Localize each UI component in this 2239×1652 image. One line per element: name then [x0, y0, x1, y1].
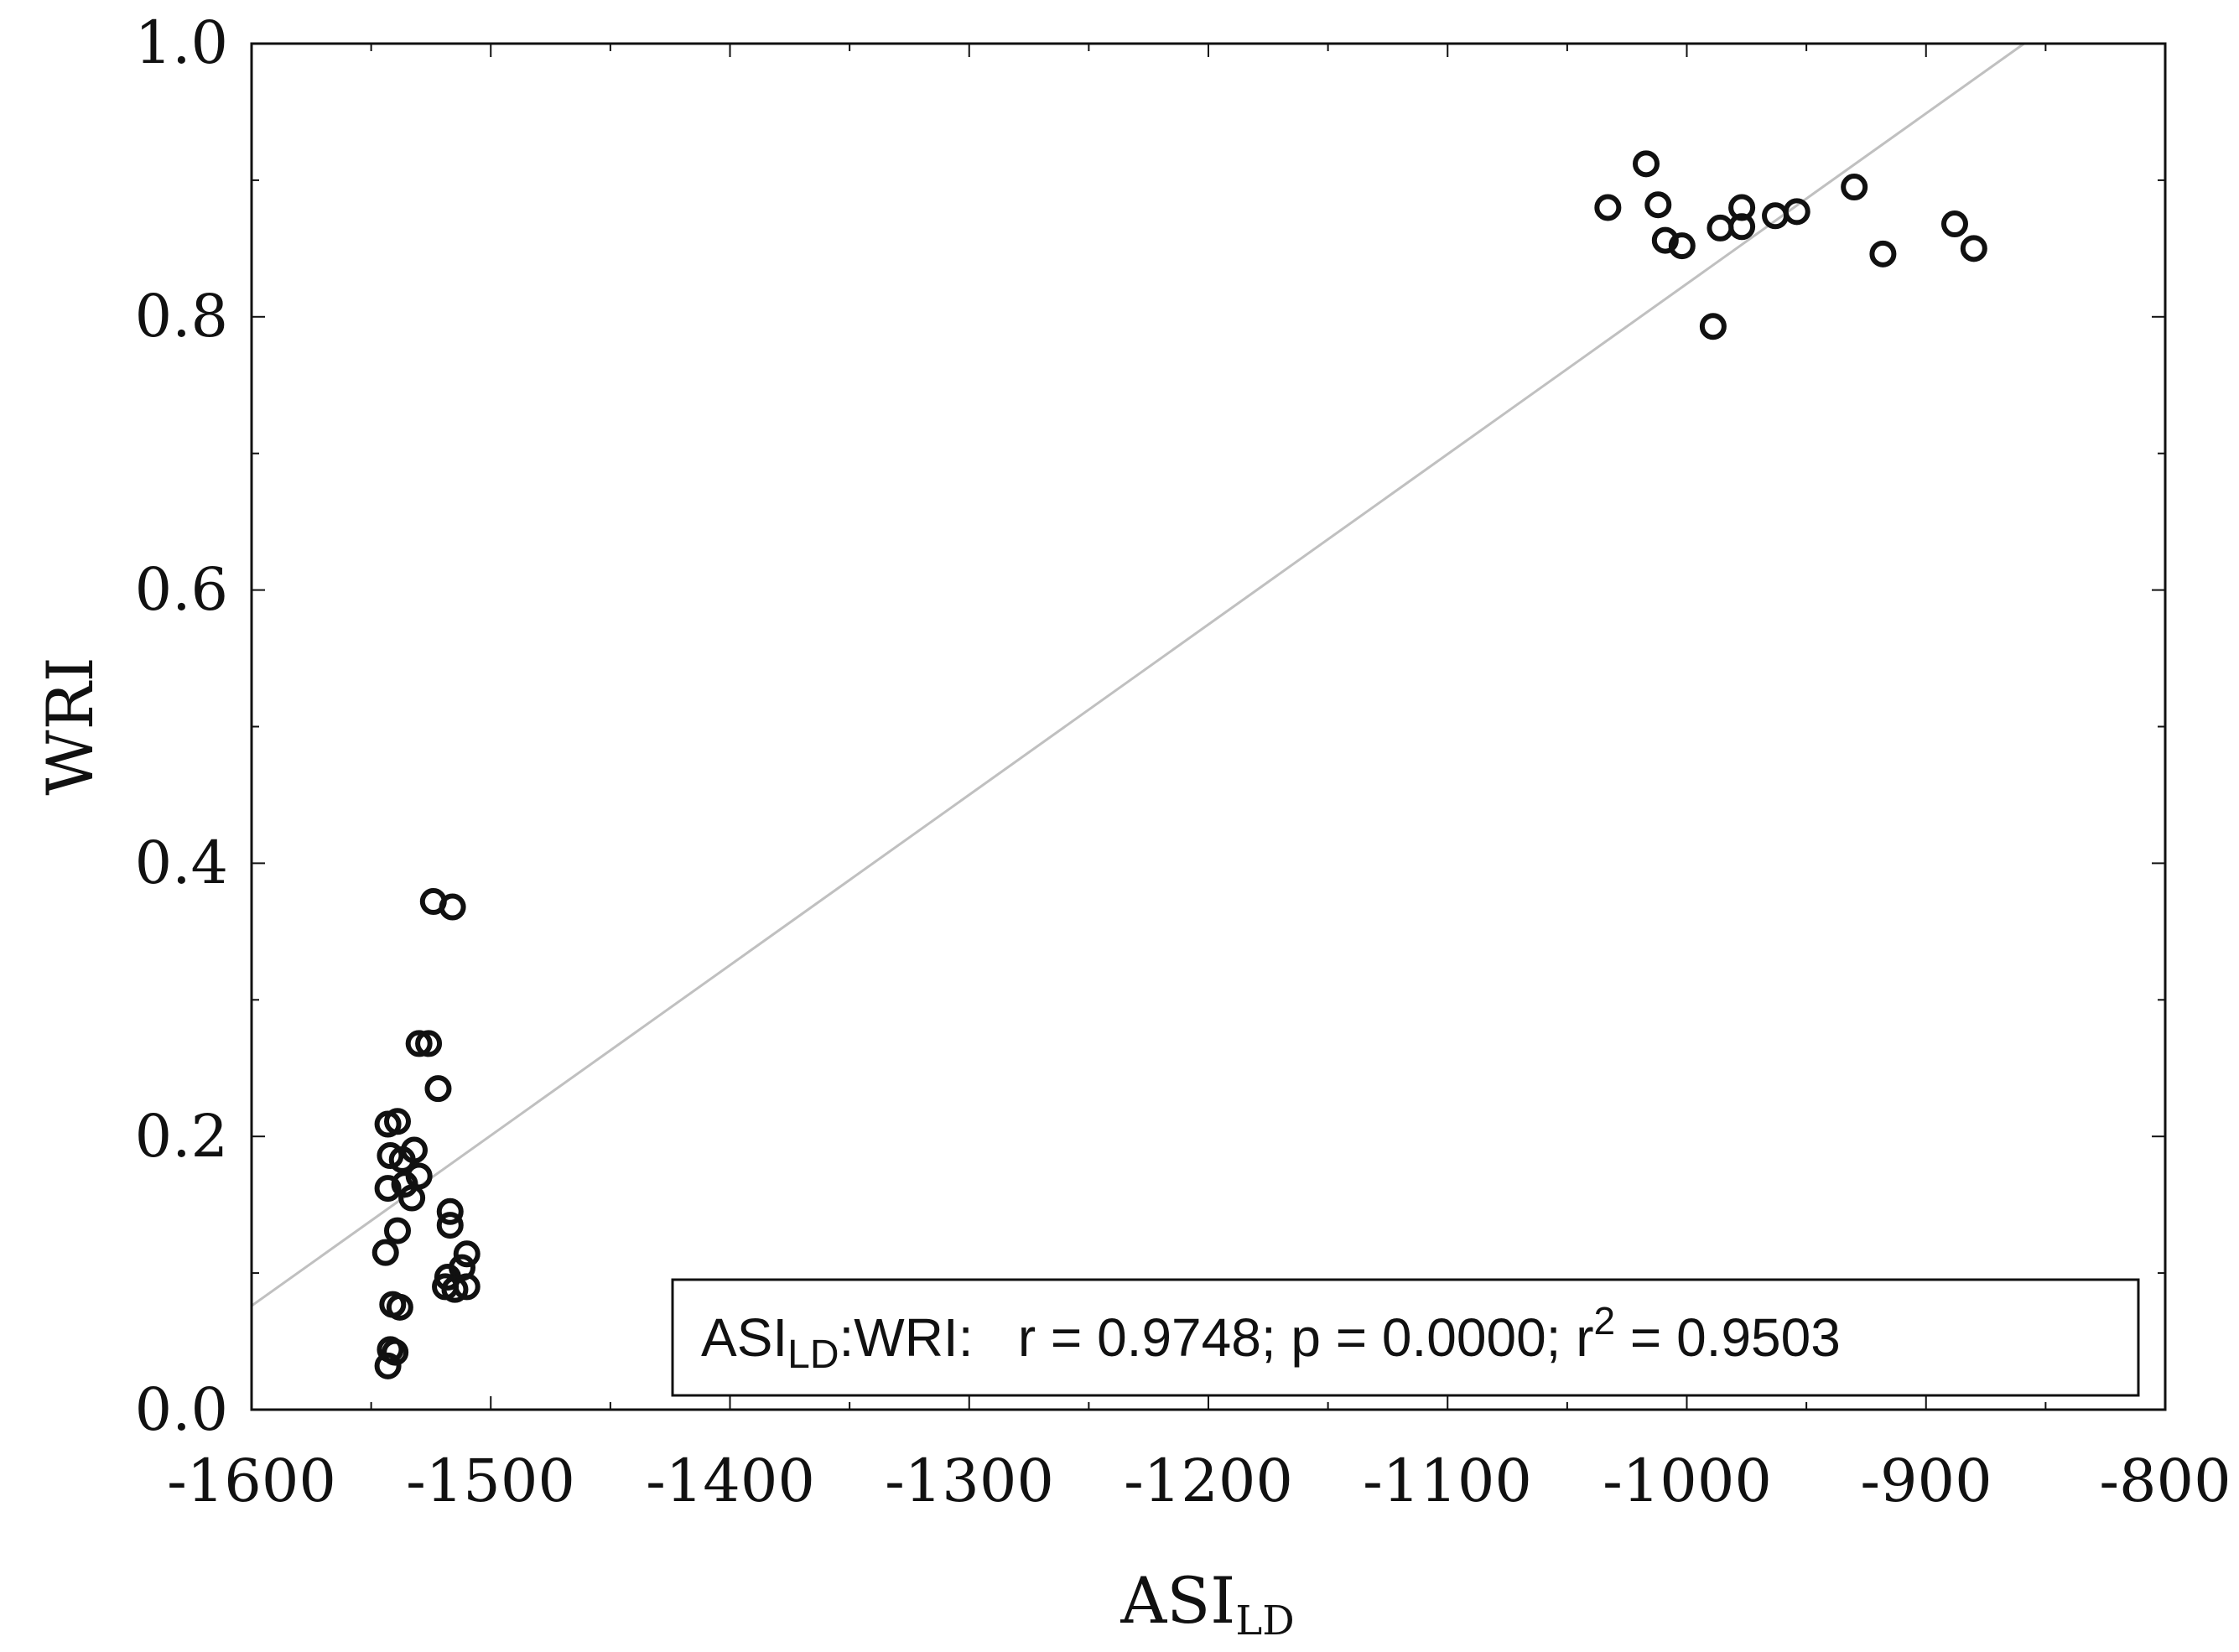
- data-point: [386, 1293, 413, 1321]
- data-point: [436, 1212, 464, 1239]
- x-axis-title: ASILD: [1120, 1563, 1294, 1644]
- x-tick-label: -1300: [885, 1447, 1054, 1515]
- annotation-superscript: 2: [1594, 1299, 1616, 1343]
- annotation-prefix-subscript: LD: [787, 1333, 839, 1377]
- data-point: [391, 1171, 418, 1198]
- x-tick-label: -1600: [167, 1447, 336, 1515]
- x-tick-label: -1200: [1124, 1447, 1293, 1515]
- x-tick-label: -1100: [1363, 1447, 1532, 1515]
- x-tick-label: -1000: [1603, 1447, 1772, 1515]
- annotation-box: ASILD:WRI: r = 0.9748; p = 0.0000; r2 = …: [671, 1278, 2140, 1397]
- data-point: [424, 1075, 452, 1103]
- data-point: [1594, 194, 1622, 221]
- data-point: [374, 1175, 402, 1203]
- data-point: [453, 1240, 481, 1268]
- data-point: [1728, 194, 1756, 221]
- data-point: [1728, 213, 1756, 241]
- data-point: [436, 1197, 464, 1225]
- data-point: [1699, 313, 1727, 340]
- annotation-stats: :WRI: r = 0.9748; p = 0.0000; r: [839, 1307, 1594, 1368]
- data-point: [1651, 226, 1679, 254]
- y-tick-label: 1.0: [135, 8, 228, 77]
- data-point: [415, 1030, 443, 1057]
- y-tick-label: 0.0: [135, 1375, 228, 1444]
- data-point: [1783, 198, 1810, 226]
- y-tick-label: 0.2: [135, 1102, 228, 1171]
- data-point: [382, 1338, 409, 1366]
- y-tick-label: 0.6: [135, 555, 228, 624]
- data-point: [405, 1030, 433, 1057]
- data-point: [1940, 210, 1968, 238]
- x-axis-title-main: ASI: [1120, 1563, 1235, 1638]
- data-point: [439, 893, 466, 921]
- annotation-prefix: ASI: [701, 1307, 787, 1368]
- data-point: [453, 1273, 481, 1301]
- regression-line: [251, 42, 2025, 1307]
- data-point: [377, 1142, 404, 1170]
- data-point: [384, 1217, 412, 1244]
- data-point: [441, 1275, 469, 1303]
- annotation-text: ASILD:WRI: r = 0.9748; p = 0.0000; r2 = …: [701, 1299, 1841, 1377]
- x-tick-label: -1500: [406, 1447, 575, 1515]
- data-point: [1668, 232, 1696, 260]
- data-point: [374, 1352, 402, 1379]
- x-tick-label: -900: [1860, 1447, 1992, 1515]
- data-point: [398, 1184, 426, 1212]
- annotation-frame: [671, 1278, 2140, 1397]
- data-point: [371, 1239, 399, 1266]
- data-point: [1644, 191, 1672, 219]
- x-tick-label: -1400: [646, 1447, 815, 1515]
- data-point: [1633, 150, 1660, 178]
- y-tick-label: 0.8: [135, 282, 228, 351]
- data-point: [1707, 214, 1734, 242]
- plot-frame: [250, 42, 2167, 1411]
- annotation-r2-value: = 0.9503: [1615, 1307, 1841, 1368]
- data-point: [1960, 235, 1987, 262]
- y-axis-title: WRI: [33, 657, 107, 795]
- data-point: [388, 1145, 416, 1173]
- x-axis-title-subscript: LD: [1235, 1597, 1294, 1644]
- data-point: [1841, 174, 1868, 201]
- y-tick-label: 0.4: [135, 829, 228, 897]
- data-point: [384, 1108, 412, 1135]
- x-tick-label: -800: [2099, 1447, 2231, 1515]
- data-point: [1869, 240, 1897, 268]
